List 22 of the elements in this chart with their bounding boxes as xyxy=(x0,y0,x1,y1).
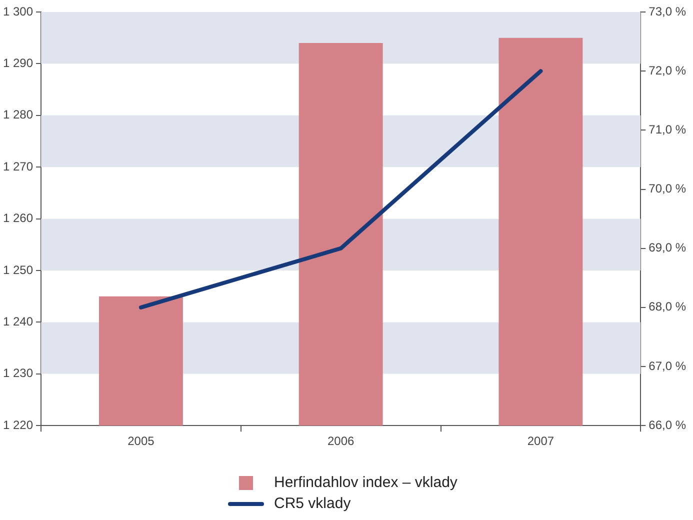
y-tick-label: 1 270 xyxy=(3,159,34,174)
y2-tick-label: 73,0 % xyxy=(648,4,686,18)
x-tick-label: 2006 xyxy=(327,434,355,448)
y2-tick-label: 66,0 % xyxy=(648,418,686,432)
legend-label: CR5 vklady xyxy=(274,495,351,512)
y2-tick-label: 71,0 % xyxy=(648,122,686,136)
legend-label: Herfindahlov index – vklady xyxy=(274,474,458,491)
y-tick-label: 1 220 xyxy=(3,418,34,432)
y-tick-label: 1 280 xyxy=(3,108,34,122)
x-tick-label: 2005 xyxy=(128,434,155,448)
x-tick-label: 2007 xyxy=(527,434,554,448)
y2-tick-label: 69,0 % xyxy=(648,240,686,255)
y2-tick-label: 70,0 % xyxy=(648,182,686,196)
y-tick-label: 1 240 xyxy=(3,314,34,329)
y2-tick-label: 72,0 % xyxy=(648,63,686,78)
y2-tick-label: 67,0 % xyxy=(648,358,686,373)
y-tick-label: 1 230 xyxy=(3,366,34,380)
y-tick-label: 1 290 xyxy=(3,56,34,70)
y-tick-label: 1 250 xyxy=(3,262,34,277)
y-tick-label: 1 260 xyxy=(3,211,34,226)
y-tick-label: 1 300 xyxy=(3,4,34,18)
y2-tick-label: 68,0 % xyxy=(648,300,686,314)
